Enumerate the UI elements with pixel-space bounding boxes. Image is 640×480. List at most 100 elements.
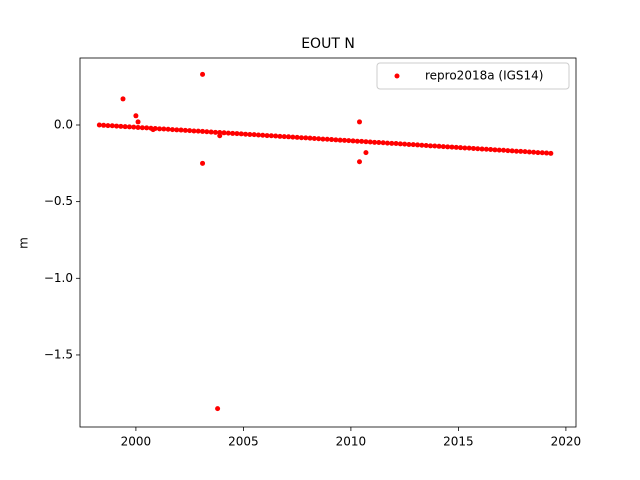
data-point <box>234 131 240 137</box>
data-point <box>492 147 498 153</box>
data-point <box>488 147 494 153</box>
data-point <box>356 159 362 165</box>
y-tick-label: −0.5 <box>44 194 73 208</box>
x-tick-label: 2020 <box>551 435 582 449</box>
data-point <box>363 139 369 145</box>
x-tick-label: 2000 <box>121 435 152 449</box>
data-point <box>363 150 369 156</box>
data-point <box>501 147 507 153</box>
data-point <box>294 134 300 140</box>
data-point <box>191 128 197 134</box>
legend-label: repro2018a (IGS14) <box>425 69 543 83</box>
data-point <box>324 136 330 142</box>
data-point <box>346 138 352 144</box>
y-tick-label: −1.0 <box>44 271 73 285</box>
data-point <box>286 134 292 140</box>
data-point <box>118 123 124 129</box>
data-point <box>187 128 193 134</box>
data-point <box>522 149 528 155</box>
data-point <box>531 149 537 155</box>
data-point <box>109 123 115 129</box>
x-tick-label: 2010 <box>336 435 367 449</box>
data-point <box>475 146 481 152</box>
data-point <box>509 148 515 154</box>
data-point <box>513 148 519 154</box>
data-point <box>423 143 429 149</box>
data-point <box>354 138 360 144</box>
data-point <box>96 122 102 128</box>
data-point <box>384 140 390 146</box>
data-point <box>101 122 107 128</box>
data-point <box>410 142 416 148</box>
data-point <box>402 141 408 147</box>
data-point <box>526 149 532 155</box>
data-point <box>122 124 128 130</box>
data-point <box>359 138 365 144</box>
data-point <box>135 124 141 130</box>
data-point <box>466 145 472 151</box>
data-point <box>316 136 322 142</box>
data-point <box>432 143 438 149</box>
data-point <box>303 135 309 141</box>
data-point <box>393 141 399 147</box>
data-point <box>406 141 412 147</box>
legend-marker <box>394 73 400 79</box>
data-point <box>135 119 141 125</box>
data-point <box>415 142 421 148</box>
data-point <box>445 144 451 150</box>
y-tick-label: 0.0 <box>54 117 73 131</box>
data-point <box>440 144 446 150</box>
data-point <box>114 123 120 129</box>
data-point <box>169 127 175 133</box>
data-point <box>449 144 455 150</box>
data-point <box>337 137 343 143</box>
data-point <box>208 129 214 135</box>
data-point <box>178 127 184 133</box>
data-point <box>255 132 261 138</box>
data-point <box>150 127 156 133</box>
data-point <box>518 148 524 154</box>
x-tick-label: 2015 <box>443 435 474 449</box>
data-point <box>470 145 476 151</box>
data-point <box>221 130 227 136</box>
data-point <box>126 124 132 130</box>
data-point <box>539 150 545 156</box>
data-point <box>380 140 386 146</box>
data-point <box>139 125 145 131</box>
data-point <box>436 143 442 149</box>
data-point <box>389 140 395 146</box>
data-point <box>367 139 373 145</box>
data-point <box>133 113 139 119</box>
data-point <box>174 127 180 133</box>
data-point <box>333 137 339 143</box>
data-point <box>215 406 221 412</box>
data-point <box>544 150 550 156</box>
data-point <box>320 136 326 142</box>
data-point <box>483 146 489 152</box>
data-point <box>230 130 236 136</box>
data-point <box>350 138 356 144</box>
data-point <box>268 133 274 139</box>
data-point <box>264 133 270 139</box>
data-point <box>212 129 218 135</box>
data-point <box>251 132 257 138</box>
data-point <box>372 139 378 145</box>
data-point <box>479 146 485 152</box>
data-point <box>277 133 283 139</box>
data-point <box>204 129 210 135</box>
data-point <box>548 150 554 156</box>
y-axis-label: m <box>17 237 31 249</box>
legend-box <box>376 62 570 90</box>
data-point <box>144 125 150 131</box>
data-point <box>290 134 296 140</box>
data-point <box>247 131 253 137</box>
data-point <box>453 144 459 150</box>
data-point <box>165 126 171 132</box>
data-point <box>182 127 188 133</box>
data-point <box>311 135 317 141</box>
data-point <box>200 71 206 77</box>
data-point <box>419 142 425 148</box>
data-point <box>397 141 403 147</box>
data-point <box>427 143 433 149</box>
